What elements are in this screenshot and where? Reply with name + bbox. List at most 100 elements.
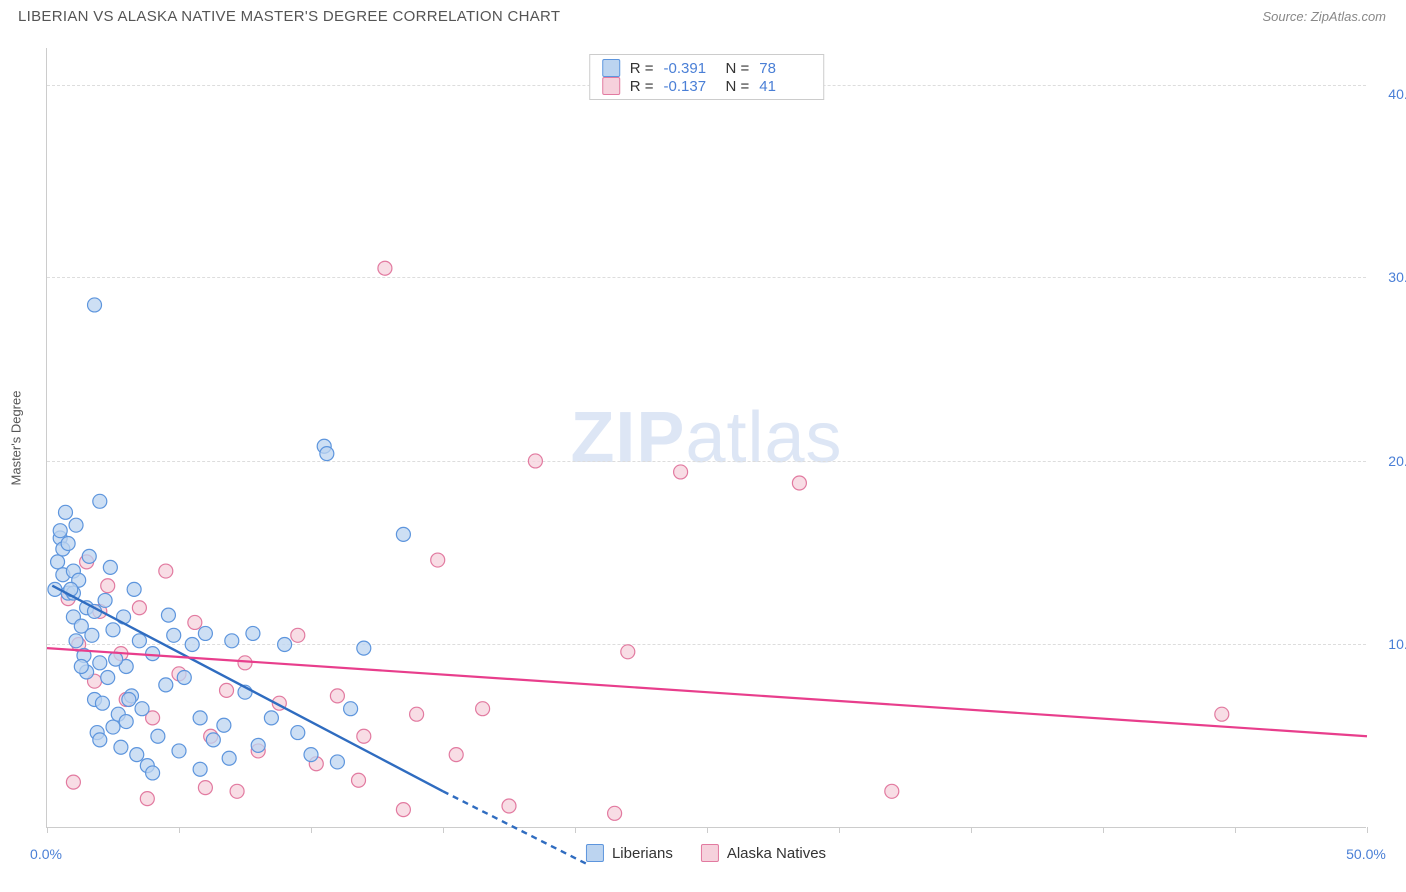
data-point bbox=[119, 715, 133, 729]
data-point bbox=[58, 505, 72, 519]
y-tick-label: 30.0% bbox=[1372, 269, 1406, 285]
chart-area: Master's Degree ZIPatlas R = -0.391 N = … bbox=[46, 48, 1366, 828]
swatch-alaska bbox=[602, 77, 620, 95]
legend-label-alaska: Alaska Natives bbox=[727, 845, 826, 862]
data-point bbox=[357, 729, 371, 743]
y-axis-title: Master's Degree bbox=[9, 391, 24, 486]
x-tick-label: 50.0% bbox=[1346, 846, 1386, 862]
data-point bbox=[396, 803, 410, 817]
r-value-alaska: -0.137 bbox=[664, 78, 716, 95]
data-point bbox=[61, 537, 75, 551]
data-point bbox=[502, 799, 516, 813]
data-point bbox=[69, 634, 83, 648]
n-value-alaska: 41 bbox=[759, 78, 811, 95]
data-point bbox=[51, 555, 65, 569]
data-point bbox=[198, 626, 212, 640]
legend-item-liberians: Liberians bbox=[586, 844, 673, 862]
data-point bbox=[88, 298, 102, 312]
n-label: N = bbox=[726, 78, 750, 95]
data-point bbox=[396, 527, 410, 541]
data-point bbox=[172, 744, 186, 758]
data-point bbox=[146, 647, 160, 661]
data-point bbox=[140, 792, 154, 806]
data-point bbox=[528, 454, 542, 468]
data-point bbox=[264, 711, 278, 725]
data-point bbox=[93, 494, 107, 508]
data-point bbox=[352, 773, 366, 787]
correlation-legend: R = -0.391 N = 78 R = -0.137 N = 41 bbox=[589, 54, 825, 100]
data-point bbox=[222, 751, 236, 765]
data-point bbox=[106, 720, 120, 734]
legend-item-alaska: Alaska Natives bbox=[701, 844, 826, 862]
data-point bbox=[93, 656, 107, 670]
data-point bbox=[177, 671, 191, 685]
data-point bbox=[185, 637, 199, 651]
data-point bbox=[114, 740, 128, 754]
chart-title: LIBERIAN VS ALASKA NATIVE MASTER'S DEGRE… bbox=[18, 8, 560, 25]
y-tick-label: 40.0% bbox=[1372, 86, 1406, 102]
r-label: R = bbox=[630, 78, 654, 95]
data-point bbox=[278, 637, 292, 651]
legend-label-liberians: Liberians bbox=[612, 845, 673, 862]
data-point bbox=[122, 693, 136, 707]
data-point bbox=[127, 582, 141, 596]
data-point bbox=[238, 656, 252, 670]
data-point bbox=[106, 623, 120, 637]
data-point bbox=[230, 784, 244, 798]
data-point bbox=[95, 696, 109, 710]
data-point bbox=[161, 608, 175, 622]
data-point bbox=[193, 711, 207, 725]
data-point bbox=[101, 579, 115, 593]
data-point bbox=[98, 593, 112, 607]
data-point bbox=[320, 447, 334, 461]
data-point bbox=[85, 628, 99, 642]
data-point bbox=[103, 560, 117, 574]
data-point bbox=[74, 659, 88, 673]
data-point bbox=[130, 748, 144, 762]
data-point bbox=[198, 781, 212, 795]
data-point bbox=[251, 738, 265, 752]
data-point bbox=[167, 628, 181, 642]
y-tick-label: 10.0% bbox=[1372, 636, 1406, 652]
data-point bbox=[621, 645, 635, 659]
swatch-alaska bbox=[701, 844, 719, 862]
data-point bbox=[792, 476, 806, 490]
source-attribution: Source: ZipAtlas.com bbox=[1262, 9, 1386, 24]
plot-box: ZIPatlas R = -0.391 N = 78 R = -0.137 N … bbox=[46, 48, 1366, 828]
data-point bbox=[330, 689, 344, 703]
data-point bbox=[101, 671, 115, 685]
data-point bbox=[291, 628, 305, 642]
data-point bbox=[304, 748, 318, 762]
data-point bbox=[357, 641, 371, 655]
data-point bbox=[82, 549, 96, 563]
data-point bbox=[93, 733, 107, 747]
legend-row-alaska: R = -0.137 N = 41 bbox=[602, 77, 812, 95]
data-point bbox=[246, 626, 260, 640]
data-point bbox=[66, 775, 80, 789]
data-point bbox=[449, 748, 463, 762]
data-point bbox=[291, 726, 305, 740]
data-point bbox=[476, 702, 490, 716]
data-point bbox=[674, 465, 688, 479]
data-point bbox=[159, 678, 173, 692]
swatch-liberians bbox=[602, 59, 620, 77]
data-point bbox=[217, 718, 231, 732]
r-value-liberians: -0.391 bbox=[664, 60, 716, 77]
data-point bbox=[410, 707, 424, 721]
data-point bbox=[220, 683, 234, 697]
data-point bbox=[193, 762, 207, 776]
series-legend: Liberians Alaska Natives bbox=[586, 844, 826, 862]
scatter-svg bbox=[47, 48, 1367, 828]
legend-row-liberians: R = -0.391 N = 78 bbox=[602, 59, 812, 77]
regression-line bbox=[52, 586, 443, 792]
x-tick bbox=[1367, 827, 1368, 833]
data-point bbox=[431, 553, 445, 567]
n-value-liberians: 78 bbox=[759, 60, 811, 77]
data-point bbox=[135, 702, 149, 716]
data-point bbox=[344, 702, 358, 716]
swatch-liberians bbox=[586, 844, 604, 862]
data-point bbox=[159, 564, 173, 578]
y-tick-label: 20.0% bbox=[1372, 453, 1406, 469]
data-point bbox=[225, 634, 239, 648]
data-point bbox=[146, 766, 160, 780]
